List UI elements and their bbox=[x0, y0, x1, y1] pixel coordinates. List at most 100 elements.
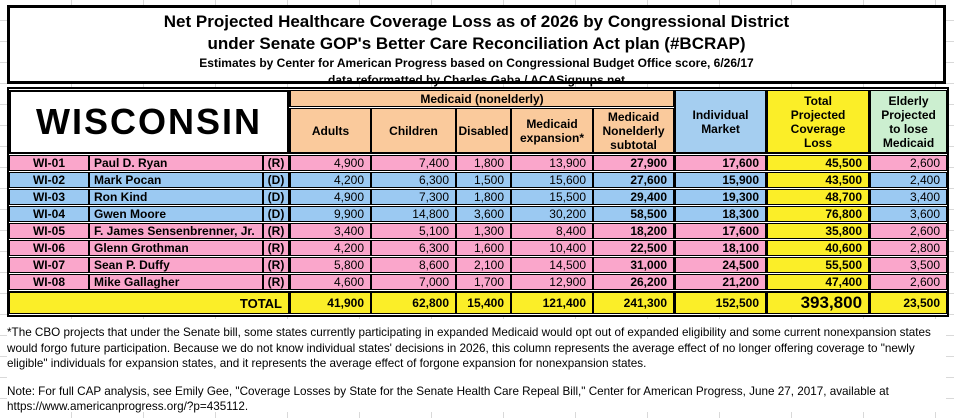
footnote-cap-source-note: Note: For full CAP analysis, see Emily G… bbox=[7, 384, 889, 414]
cell-adults: 4,600 bbox=[289, 274, 371, 290]
title-attribution-gaba: data reformatted by Charles Gaba / ACASi… bbox=[328, 73, 625, 87]
table-row-wi05: WI-05 F. James Sensenbrenner, Jr. (R) 3,… bbox=[9, 223, 948, 239]
cell-expansion: 14,500 bbox=[511, 257, 593, 273]
party-cell: (D) bbox=[263, 172, 289, 188]
cell-elderly: 2,600 bbox=[869, 223, 948, 239]
cell-disabled: 1,700 bbox=[456, 274, 511, 290]
table-row-wi02: WI-02 Mark Pocan (D) 4,200 6,300 1,500 1… bbox=[9, 172, 948, 188]
cell-individual-market: 18,100 bbox=[674, 240, 767, 256]
cell-adults: 9,900 bbox=[289, 206, 371, 222]
title-attribution-cap: Estimates by Center for American Progres… bbox=[199, 56, 754, 70]
header-children: Children bbox=[371, 108, 456, 154]
cell-subtotal: 27,900 bbox=[593, 155, 675, 171]
district-cell: WI-05 bbox=[9, 223, 89, 239]
page-title-line1: Net Projected Healthcare Coverage Loss a… bbox=[163, 12, 790, 31]
cell-total-loss: 55,500 bbox=[766, 257, 870, 273]
cell-disabled: 3,600 bbox=[456, 206, 511, 222]
footnotes-block: *The CBO projects that under the Senate … bbox=[7, 319, 946, 414]
table-row-wi06: WI-06 Glenn Grothman (R) 4,200 6,300 1,6… bbox=[9, 240, 948, 256]
cell-elderly: 3,500 bbox=[869, 257, 948, 273]
total-elderly: 23,500 bbox=[869, 291, 948, 314]
total-disabled: 15,400 bbox=[456, 291, 511, 314]
cell-total-loss: 43,500 bbox=[766, 172, 870, 188]
cell-subtotal: 27,600 bbox=[593, 172, 675, 188]
rep-name-cell: Sean P. Duffy bbox=[89, 257, 263, 273]
party-cell: (R) bbox=[263, 257, 289, 273]
cell-disabled: 1,600 bbox=[456, 240, 511, 256]
header-adults: Adults bbox=[289, 108, 371, 154]
cell-total-loss: 47,400 bbox=[766, 274, 870, 290]
cell-children: 5,100 bbox=[371, 223, 456, 239]
cell-adults: 4,200 bbox=[289, 172, 371, 188]
cell-adults: 3,400 bbox=[289, 223, 371, 239]
total-adults: 41,900 bbox=[289, 291, 371, 314]
cell-expansion: 13,900 bbox=[511, 155, 593, 171]
district-cell: WI-08 bbox=[9, 274, 89, 290]
cell-individual-market: 24,500 bbox=[674, 257, 767, 273]
cell-subtotal: 22,500 bbox=[593, 240, 675, 256]
cell-children: 6,300 bbox=[371, 172, 456, 188]
total-expansion: 121,400 bbox=[511, 291, 593, 314]
cell-expansion: 12,900 bbox=[511, 274, 593, 290]
header-individual-market: Individual Market bbox=[674, 90, 767, 154]
grand-total-coverage-loss: 393,800 bbox=[766, 291, 870, 314]
total-children: 62,800 bbox=[371, 291, 456, 314]
cell-individual-market: 21,200 bbox=[674, 274, 767, 290]
total-individual-market: 152,500 bbox=[674, 291, 767, 314]
party-cell: (R) bbox=[263, 240, 289, 256]
district-cell: WI-02 bbox=[9, 172, 89, 188]
cell-children: 14,800 bbox=[371, 206, 456, 222]
cell-expansion: 15,600 bbox=[511, 172, 593, 188]
cell-total-loss: 35,800 bbox=[766, 223, 870, 239]
rep-name-cell: Mark Pocan bbox=[89, 172, 263, 188]
table-row-wi01: WI-01 Paul D. Ryan (R) 4,900 7,400 1,800… bbox=[9, 155, 948, 171]
district-cell: WI-01 bbox=[9, 155, 89, 171]
footnote-expansion-asterisk: *The CBO projects that under the Senate … bbox=[7, 326, 931, 370]
table-row-wi04: WI-04 Gwen Moore (D) 9,900 14,800 3,600 … bbox=[9, 206, 948, 222]
title-box: Net Projected Healthcare Coverage Loss a… bbox=[7, 5, 946, 87]
cell-individual-market: 19,300 bbox=[674, 189, 767, 205]
page-title-line2: under Senate GOP's Better Care Reconcili… bbox=[207, 34, 746, 53]
cell-elderly: 3,600 bbox=[869, 206, 948, 222]
cell-children: 7,300 bbox=[371, 189, 456, 205]
state-name: WISCONSIN bbox=[9, 90, 289, 154]
cell-elderly: 2,600 bbox=[869, 274, 948, 290]
cell-subtotal: 31,000 bbox=[593, 257, 675, 273]
rep-name-cell: Ron Kind bbox=[89, 189, 263, 205]
table-row-wi03: WI-03 Ron Kind (D) 4,900 7,300 1,800 15,… bbox=[9, 189, 948, 205]
party-cell: (R) bbox=[263, 223, 289, 239]
cell-expansion: 10,400 bbox=[511, 240, 593, 256]
cell-total-loss: 45,500 bbox=[766, 155, 870, 171]
district-cell: WI-07 bbox=[9, 257, 89, 273]
cell-disabled: 1,500 bbox=[456, 172, 511, 188]
cell-individual-market: 18,300 bbox=[674, 206, 767, 222]
cell-individual-market: 15,900 bbox=[674, 172, 767, 188]
cell-elderly: 3,400 bbox=[869, 189, 948, 205]
cell-expansion: 15,500 bbox=[511, 189, 593, 205]
district-cell: WI-04 bbox=[9, 206, 89, 222]
cell-expansion: 30,200 bbox=[511, 206, 593, 222]
cell-elderly: 2,600 bbox=[869, 155, 948, 171]
cell-elderly: 2,800 bbox=[869, 240, 948, 256]
cell-disabled: 1,800 bbox=[456, 189, 511, 205]
table-row-wi07: WI-07 Sean P. Duffy (R) 5,800 8,600 2,10… bbox=[9, 257, 948, 273]
party-cell: (D) bbox=[263, 189, 289, 205]
cell-children: 7,000 bbox=[371, 274, 456, 290]
rep-name-cell: Gwen Moore bbox=[89, 206, 263, 222]
cell-total-loss: 40,600 bbox=[766, 240, 870, 256]
header-medicaid-subtotal: Medicaid Nonelderly subtotal bbox=[593, 108, 675, 154]
cell-subtotal: 26,200 bbox=[593, 274, 675, 290]
rep-name-cell: Paul D. Ryan bbox=[89, 155, 263, 171]
cell-children: 8,600 bbox=[371, 257, 456, 273]
total-row: TOTAL 41,900 62,800 15,400 121,400 241,3… bbox=[9, 291, 948, 314]
cell-subtotal: 29,400 bbox=[593, 189, 675, 205]
party-cell: (D) bbox=[263, 206, 289, 222]
header-elderly-projected: Elderly Projected to lose Medicaid bbox=[869, 90, 948, 154]
rep-name-cell: Glenn Grothman bbox=[89, 240, 263, 256]
group-header-medicaid-nonelderly: Medicaid (nonelderly) bbox=[289, 90, 675, 107]
cell-disabled: 1,800 bbox=[456, 155, 511, 171]
header-medicaid-expansion: Medicaid expansion* bbox=[511, 108, 593, 154]
cell-adults: 4,900 bbox=[289, 189, 371, 205]
district-cell: WI-06 bbox=[9, 240, 89, 256]
